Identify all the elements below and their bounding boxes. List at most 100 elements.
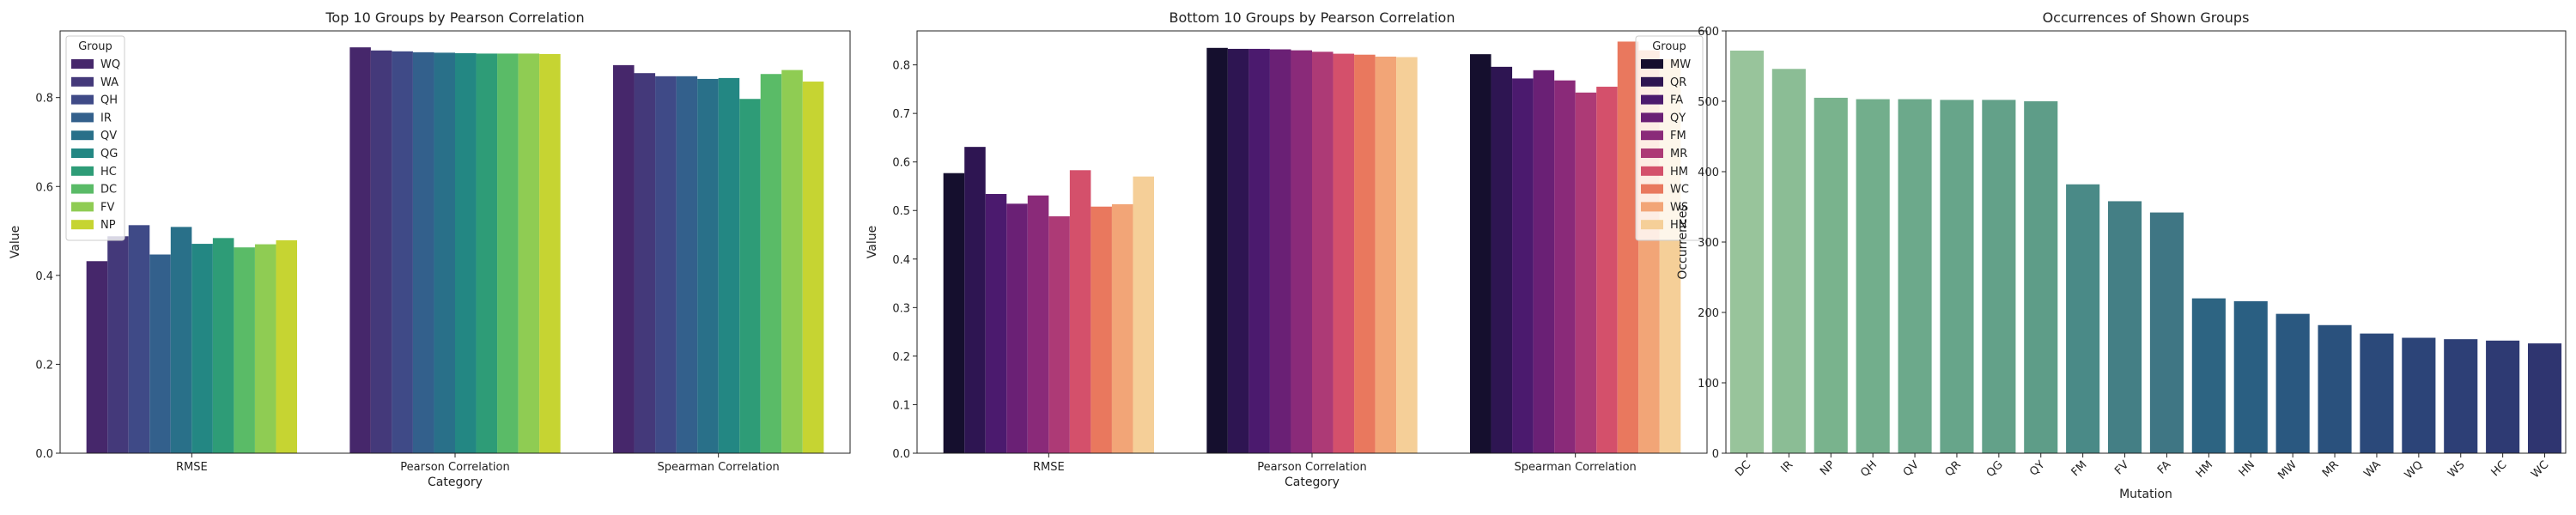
x-axis-label: Category bbox=[428, 476, 483, 489]
x-axis-label: Category bbox=[1285, 476, 1340, 489]
bar-WA-1 bbox=[370, 50, 392, 454]
bar-HN-1 bbox=[1396, 57, 1418, 453]
legend-label: QG bbox=[100, 148, 118, 161]
bar-WQ bbox=[2402, 337, 2436, 453]
plot-frame bbox=[59, 30, 851, 454]
y-axis-label: Value bbox=[866, 226, 879, 258]
legend-swatch-WQ bbox=[71, 59, 94, 69]
bar-FA-0 bbox=[985, 194, 1007, 453]
bar-QV bbox=[1898, 99, 1932, 453]
bar-QV-2 bbox=[697, 78, 719, 454]
bar-MR bbox=[2318, 324, 2352, 453]
bar-QY bbox=[2024, 101, 2058, 453]
bar-IR-0 bbox=[149, 254, 171, 453]
legend-label: IR bbox=[100, 112, 112, 124]
bar-IR-2 bbox=[676, 76, 698, 454]
x-tick-label: RMSE bbox=[176, 461, 208, 474]
bar-MW-1 bbox=[1206, 47, 1228, 454]
legend-label: HC bbox=[100, 166, 117, 179]
bar-FM-0 bbox=[1027, 195, 1049, 454]
legend-swatch-QH bbox=[71, 94, 94, 105]
legend-swatch-HM bbox=[1641, 166, 1663, 176]
bar-HC-1 bbox=[476, 53, 498, 454]
x-tick-label: QR bbox=[1943, 458, 1964, 479]
legend-label: HN bbox=[1670, 219, 1687, 232]
y-tick-label: 0.6 bbox=[892, 157, 910, 170]
legend-label: NP bbox=[100, 219, 116, 232]
legend-label: WC bbox=[1670, 184, 1689, 197]
bar-QR-0 bbox=[964, 147, 986, 453]
x-tick-label: HM bbox=[2194, 458, 2215, 480]
x-tick-label: WQ bbox=[2403, 458, 2426, 482]
x-tick-label: DC bbox=[1733, 458, 1753, 479]
legend-label: FV bbox=[100, 201, 114, 214]
bar-WC-0 bbox=[1091, 206, 1112, 454]
bar-FM-1 bbox=[1291, 50, 1312, 453]
legend-label: MW bbox=[1670, 58, 1691, 71]
y-tick-label: 400 bbox=[1698, 167, 1719, 179]
bar-HM-2 bbox=[1596, 87, 1618, 453]
x-tick-label: IR bbox=[1778, 458, 1795, 476]
legend-label: HM bbox=[1670, 166, 1688, 179]
legend-swatch-QV bbox=[71, 130, 94, 141]
y-tick-label: 0.8 bbox=[892, 60, 910, 73]
legend-label: WS bbox=[1670, 201, 1688, 214]
bar-QV-0 bbox=[170, 227, 192, 453]
bar-FM bbox=[2066, 184, 2100, 453]
bar-HN-0 bbox=[1133, 176, 1154, 454]
y-tick-label: 0.2 bbox=[892, 351, 910, 364]
bar-FM-2 bbox=[1554, 80, 1576, 453]
legend-label: WA bbox=[100, 76, 118, 89]
bar-QH-2 bbox=[655, 76, 677, 454]
bar-FV-0 bbox=[254, 244, 276, 453]
bar-DC-2 bbox=[760, 74, 782, 454]
bar-WS-1 bbox=[1375, 56, 1397, 453]
legend-swatch-NP bbox=[71, 220, 94, 230]
bar-QY-2 bbox=[1533, 70, 1555, 454]
x-axis-label: Mutation bbox=[2119, 488, 2172, 501]
legend-swatch-DC bbox=[71, 184, 94, 194]
y-tick-label: 600 bbox=[1698, 26, 1719, 39]
legend-swatch-FA bbox=[1641, 94, 1663, 105]
x-tick-label: RMSE bbox=[1033, 461, 1065, 474]
bar-HM-1 bbox=[1333, 53, 1355, 453]
bar-NP-0 bbox=[276, 239, 297, 453]
y-tick-label: 0.0 bbox=[892, 448, 910, 461]
bar-MW-2 bbox=[1470, 54, 1492, 453]
x-tick-label: FV bbox=[2112, 458, 2131, 477]
legend-label: QR bbox=[1670, 76, 1686, 89]
bar-QG-0 bbox=[191, 244, 213, 453]
bar-HC-2 bbox=[739, 99, 761, 454]
legend-title: Group bbox=[78, 40, 112, 53]
legend-label: QV bbox=[100, 130, 117, 142]
legend-title: Group bbox=[1652, 40, 1686, 53]
x-tick-label: HN bbox=[2237, 458, 2257, 479]
bar-QV-1 bbox=[434, 52, 455, 454]
bar-MR-0 bbox=[1048, 216, 1070, 453]
bar-WQ-0 bbox=[86, 261, 108, 453]
x-tick-label: MR bbox=[2320, 458, 2342, 480]
y-tick-label: 0.2 bbox=[35, 359, 53, 372]
y-tick-label: 0.4 bbox=[35, 270, 53, 283]
y-tick-label: 0.8 bbox=[35, 93, 53, 106]
legend-label: QH bbox=[100, 94, 118, 107]
x-tick-label: QH bbox=[1858, 458, 1880, 480]
y-tick-label: 0 bbox=[1712, 448, 1719, 461]
bar-WC-2 bbox=[1617, 41, 1639, 454]
y-tick-label: 0.6 bbox=[35, 181, 53, 194]
bar-MW bbox=[2275, 313, 2310, 453]
legend-swatch-QG bbox=[71, 148, 94, 158]
bar-FA bbox=[2149, 212, 2184, 453]
legend-swatch-MW bbox=[1641, 59, 1663, 69]
y-axis-label: Value bbox=[9, 226, 22, 258]
x-tick-label: MW bbox=[2275, 458, 2300, 482]
bar-FV-1 bbox=[518, 53, 540, 454]
x-tick-label: WS bbox=[2445, 458, 2468, 481]
legend-label: WQ bbox=[100, 58, 120, 71]
legend-swatch-MR bbox=[1641, 148, 1663, 158]
y-tick-label: 0.3 bbox=[892, 302, 910, 315]
x-tick-label: Pearson Correlation bbox=[400, 461, 509, 474]
x-tick-label: Pearson Correlation bbox=[1257, 461, 1366, 474]
y-tick-label: 0.5 bbox=[892, 205, 910, 218]
bar-DC-1 bbox=[497, 53, 519, 454]
